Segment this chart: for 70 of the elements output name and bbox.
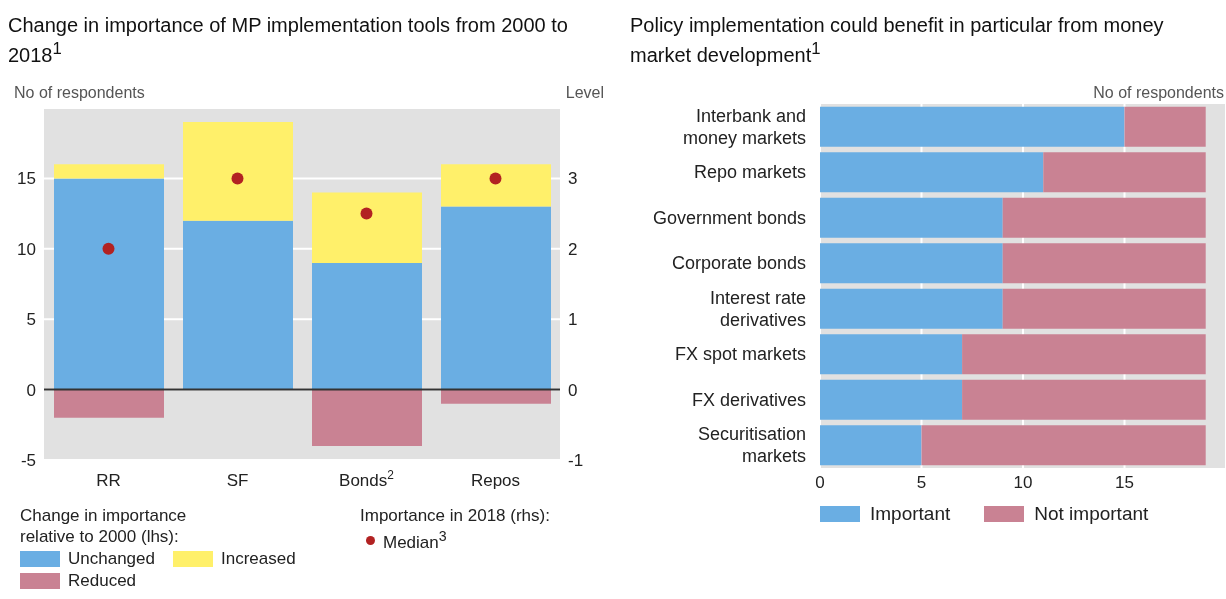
bar (1002, 288, 1206, 329)
bar (312, 192, 422, 263)
y-tick-label: Repo markets (693, 162, 806, 183)
point (489, 172, 502, 185)
legend-label: Important (870, 503, 951, 525)
point (360, 207, 373, 220)
y-tick-label: FX derivatives (691, 389, 806, 410)
bar (183, 122, 293, 221)
bar (820, 106, 1125, 147)
bar (183, 220, 293, 390)
x-tick-label: 15 (1115, 473, 1134, 493)
x-tick-label: Repos (470, 471, 521, 490)
bar (312, 389, 422, 446)
chart-title: Policy implementation could benefit in particular from money market development$^{1}$ (630, 14, 1165, 67)
y-tick-label: FX spot markets (674, 344, 806, 365)
y-tick-label: 5 (26, 310, 36, 330)
y-tick-label: Securitisation markets (697, 424, 806, 467)
y-tick-label: Interbank and money markets (682, 105, 806, 148)
bar (921, 425, 1206, 466)
bar (820, 197, 1003, 238)
y-tick-label: Corporate bonds (671, 253, 806, 274)
bar (1002, 243, 1206, 284)
bar (962, 379, 1206, 420)
legend-label: Not important (1034, 503, 1149, 525)
bar (820, 334, 963, 375)
y-tick-label: 10 (17, 239, 36, 259)
bar (1124, 106, 1206, 147)
x-tick-label: 5 (916, 473, 927, 493)
bar (820, 288, 1003, 329)
bar (441, 389, 551, 404)
y-tick-label: Government bonds (652, 207, 806, 228)
bar (820, 379, 963, 420)
y2-tick-label: 2 (568, 239, 578, 259)
x-tick-label: RR (96, 471, 121, 490)
bar (54, 178, 164, 390)
text: Importance in 2018 (rhs): (360, 505, 550, 526)
point (102, 242, 115, 255)
bar (312, 262, 422, 390)
x-tick-label: 0 (815, 473, 825, 493)
bar (441, 206, 551, 390)
bar (820, 243, 1003, 284)
bar (54, 389, 164, 418)
chart-title: Change in importance of MP implementation tools from 2000 to 2018$^{1}$ (8, 14, 569, 67)
y-tick-label: 15 (17, 169, 36, 189)
bar (441, 164, 551, 207)
bar (54, 164, 164, 179)
y2-tick-label: 3 (568, 169, 578, 189)
y-tick-label: Interest rate derivatives (709, 287, 806, 330)
legend-title: Change in importance relative to 2000 (lhs): (20, 505, 188, 547)
legend-label: Increased (220, 549, 296, 569)
y-tick-label: -5 (20, 451, 36, 471)
bar (820, 425, 922, 466)
x-tick-label: SF (226, 471, 249, 490)
y-axis-title: No of respondents (14, 84, 145, 102)
bar (1002, 197, 1206, 238)
bar (962, 334, 1206, 375)
y2-tick-label: 1 (568, 310, 578, 330)
x-tick-label: Bonds$^{2}$ (339, 468, 395, 490)
legend-label: Unchanged (68, 549, 155, 569)
point (231, 172, 244, 185)
bar (820, 152, 1044, 193)
y2-tick-label: -1 (568, 451, 584, 471)
legend-label: Reduced (68, 571, 137, 591)
bar (1043, 152, 1206, 193)
x-tick-label: 10 (1013, 473, 1033, 493)
y2-axis-title: Level (565, 84, 604, 102)
legend-label: Median$^{3}$ (383, 528, 447, 553)
y-tick-label: 0 (26, 380, 36, 400)
y2-tick-label: 0 (568, 380, 578, 400)
x-axis-title: No of respondents (1093, 84, 1224, 102)
